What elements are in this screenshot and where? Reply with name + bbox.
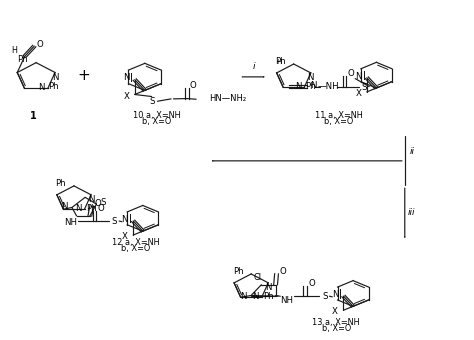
Text: N: N [240,292,246,301]
Text: X: X [122,232,128,241]
Text: N: N [75,204,82,213]
Text: b, X=O: b, X=O [121,244,150,253]
Text: N: N [88,195,94,204]
Text: b, X=O: b, X=O [324,117,353,126]
Text: O: O [308,279,315,288]
Text: N: N [38,83,45,92]
Text: S: S [100,198,106,207]
Text: S: S [149,98,155,106]
Text: X: X [123,92,129,101]
Text: HN—NH₂: HN—NH₂ [210,94,246,103]
Text: H: H [277,59,283,65]
Text: iii: iii [408,208,416,217]
Text: Ph: Ph [55,179,66,188]
Text: S: S [112,217,117,226]
Text: O: O [95,199,102,208]
Text: NH: NH [281,296,293,305]
Text: X: X [332,307,338,317]
Text: Ph: Ph [233,267,243,276]
Text: S: S [322,292,328,301]
Text: 11 a, X=NH: 11 a, X=NH [315,111,363,120]
Text: Ph: Ph [17,55,27,65]
Text: Ph: Ph [86,204,96,213]
Text: Ph: Ph [48,82,58,91]
Text: N: N [252,292,259,301]
Text: Ph: Ph [263,292,273,301]
Text: N: N [265,283,272,292]
Text: O: O [36,39,43,49]
Text: N: N [123,73,129,82]
Text: ii: ii [410,147,414,156]
Text: O: O [280,267,286,276]
Text: N: N [52,73,58,82]
Text: H: H [11,46,18,55]
Text: 13 a, X=NH: 13 a, X=NH [312,318,360,327]
Text: i: i [252,62,255,71]
Text: O: O [190,81,197,89]
Text: Ph: Ph [275,57,286,66]
Text: N: N [332,290,338,299]
Text: N: N [355,71,362,81]
Text: O: O [98,204,105,213]
Text: S: S [362,83,367,92]
Text: 1: 1 [30,111,37,121]
Text: b, X=O: b, X=O [322,324,351,333]
Text: b, X=O: b, X=O [142,117,171,126]
Text: O: O [348,69,355,78]
Text: —NH: —NH [318,82,339,91]
Text: Ph: Ph [305,82,316,91]
Text: 10 a, X=NH: 10 a, X=NH [133,111,181,120]
Text: X: X [356,89,361,98]
Text: +: + [77,68,90,83]
Text: 12 a, X=NH: 12 a, X=NH [111,238,159,247]
Text: N: N [62,202,68,211]
Text: N: N [121,215,128,224]
Text: Cl: Cl [254,273,262,282]
Text: N: N [310,82,317,90]
Text: N: N [295,82,301,91]
Text: N: N [308,73,314,82]
Text: NH: NH [64,218,77,227]
